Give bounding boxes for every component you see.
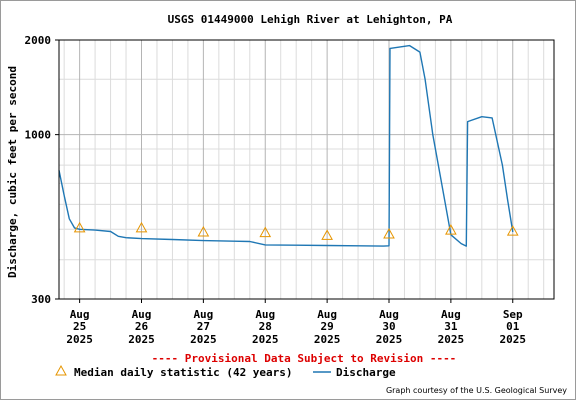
median-point-triangle — [197, 225, 210, 237]
x-tick-month-label: Aug — [317, 308, 337, 321]
y-axis-label: Discharge, cubic feet per second — [6, 66, 19, 278]
y-tick-label: 300 — [31, 293, 51, 306]
x-tick-year-label: 2025 — [66, 333, 93, 346]
legend-discharge-label: Discharge — [336, 366, 396, 379]
x-tick-day-label: 30 — [382, 320, 395, 333]
y-tick-label: 1000 — [25, 129, 52, 142]
median-point-triangle — [506, 225, 519, 236]
x-tick-month-label: Aug — [193, 308, 213, 321]
median-point-triangle — [383, 227, 395, 239]
x-tick-day-label: 28 — [259, 320, 272, 333]
x-tick-day-label: 01 — [506, 320, 520, 333]
x-tick-year-label: 2025 — [190, 333, 217, 346]
x-axis-ticks: Aug252025Aug262025Aug272025Aug282025Aug2… — [66, 299, 526, 346]
x-tick-month-label: Aug — [255, 308, 275, 321]
y-axis-ticks: 300 1000 2000 — [25, 34, 59, 306]
median-point-triangle — [445, 224, 457, 235]
x-tick-month-label: Sep — [503, 308, 523, 321]
x-tick-month-label: Aug — [379, 308, 399, 321]
x-tick-month-label: Aug — [70, 308, 90, 321]
median-point-triangle — [259, 226, 272, 238]
series-layer — [58, 44, 519, 247]
median-point-triangle — [321, 229, 333, 240]
x-tick-year-label: 2025 — [376, 333, 403, 346]
minor-gridlines — [59, 40, 554, 299]
y-tick-label: 2000 — [25, 34, 52, 47]
median-point-triangle — [73, 221, 86, 233]
provisional-notice: ---- Provisional Data Subject to Revisio… — [152, 352, 457, 365]
x-tick-year-label: 2025 — [252, 333, 279, 346]
x-tick-month-label: Aug — [441, 308, 461, 321]
plot-border — [58, 39, 555, 300]
x-tick-year-label: 2025 — [314, 333, 341, 346]
x-tick-year-label: 2025 — [128, 333, 155, 346]
x-tick-day-label: 25 — [73, 320, 86, 333]
x-tick-day-label: 27 — [197, 320, 210, 333]
legend-median-triangle-icon — [55, 364, 67, 376]
x-tick-month-label: Aug — [132, 308, 152, 321]
chart-title: USGS 01449000 Lehigh River at Lehighton,… — [168, 13, 453, 26]
x-tick-year-label: 2025 — [500, 333, 527, 346]
x-tick-year-label: 2025 — [438, 333, 465, 346]
discharge-line — [58, 44, 514, 247]
usgs-credit: Graph courtesy of the U.S. Geological Su… — [386, 386, 567, 395]
x-tick-day-label: 29 — [321, 320, 334, 333]
median-point-triangle — [135, 221, 148, 233]
x-tick-day-label: 26 — [135, 320, 149, 333]
x-tick-day-label: 31 — [444, 320, 458, 333]
legend-median-label: Median daily statistic (42 years) — [74, 366, 293, 379]
legend: Median daily statistic (42 years) Discha… — [55, 364, 396, 379]
